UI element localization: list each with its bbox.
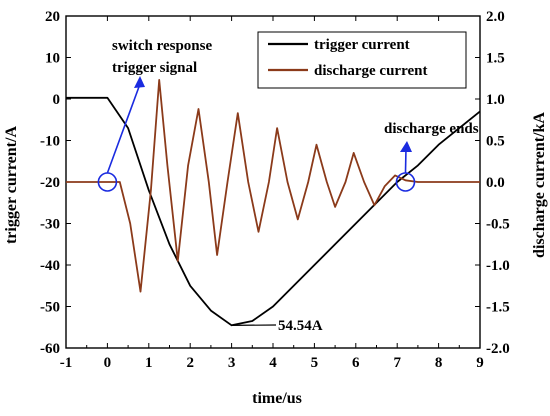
annotation-min-value: 54.54A [278,318,323,334]
x-tick-label: 1 [145,355,153,371]
x-tick-label: -1 [60,355,73,371]
x-tick-label: 5 [311,355,319,371]
y-tick-label-left: -40 [40,258,60,274]
annotation-switch-response: switch response [112,38,212,54]
legend-label-trigger: trigger current [314,37,410,53]
y-tick-label-right: -2.0 [486,341,510,357]
annotation-layer [98,76,414,325]
y-tick-label-left: -10 [40,134,60,150]
y-tick-label-right: 1.5 [486,51,505,67]
y-tick-label-right: 2.0 [486,9,505,25]
y-tick-label-right: -1.5 [486,300,510,316]
x-tick-label: 8 [435,355,443,371]
annotation-arrowhead-start [134,76,145,88]
y-tick-label-left: -50 [40,300,60,316]
x-tick-label: 3 [228,355,236,371]
y-tick-label-left: -60 [40,341,60,357]
y-tick-label-right: -0.5 [486,217,510,233]
annotation-trigger-signal: trigger signal [112,60,197,76]
annotation-arrowhead-end [400,141,412,152]
x-tick-label: 6 [352,355,360,371]
y-tick-label-right: -1.0 [486,258,510,274]
x-tick-label: 7 [393,355,401,371]
series-discharge-current [66,80,480,292]
y-tick-label-left: 0 [53,92,61,108]
x-tick-label: 0 [104,355,112,371]
annotation-arrow-start [107,84,140,173]
y-tick-label-left: 20 [45,9,60,25]
y-tick-label-right: 1.0 [486,92,505,108]
x-axis-title: time/us [252,390,302,407]
legend: trigger current discharge current [258,32,466,88]
legend-label-discharge: discharge current [314,63,427,79]
y-axis-title-left: trigger current/A [3,126,20,244]
x-tick-label: 9 [476,355,484,371]
x-tick-label: 2 [186,355,194,371]
y-tick-label-right: 0.5 [486,134,505,150]
annotation-discharge-ends: discharge ends [384,121,479,137]
x-tick-label: 4 [269,355,277,371]
y-tick-label-left: -20 [40,175,60,191]
y-axis-title-right: discharge current/kA [531,112,548,258]
y-tick-label-left: 10 [45,51,60,67]
y-tick-label-left: -30 [40,217,60,233]
y-tick-label-right: 0.0 [486,175,505,191]
